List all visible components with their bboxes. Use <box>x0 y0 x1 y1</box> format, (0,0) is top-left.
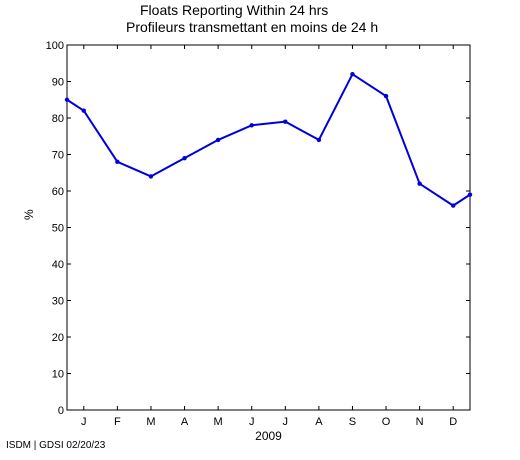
data-point <box>148 174 154 179</box>
chart-title: Floats Reporting Within 24 hrs <box>140 2 329 18</box>
y-tick-label: 100 <box>46 40 64 52</box>
footer-credit: ISDM | GDSI 02/20/23 <box>6 440 106 451</box>
data-point <box>417 181 422 186</box>
y-tick-label: 40 <box>52 259 64 271</box>
x-tick-label: J <box>81 416 87 428</box>
x-tick-label: S <box>349 416 356 428</box>
data-point <box>182 155 187 161</box>
y-tick-label: 50 <box>52 223 64 235</box>
x-tick-label: J <box>283 416 289 428</box>
data-point <box>451 203 456 208</box>
data-point <box>467 192 473 197</box>
x-tick-label: J <box>249 416 255 428</box>
data-point <box>81 108 86 113</box>
x-tick-label: A <box>315 416 323 428</box>
y-axis-label: % <box>22 209 36 220</box>
y-tick-label: 80 <box>52 113 64 125</box>
data-point <box>350 72 355 77</box>
x-tick-label: A <box>181 416 189 428</box>
data-point <box>115 159 120 164</box>
data-point <box>215 137 221 143</box>
x-tick-label: F <box>114 416 121 428</box>
y-tick-label: 30 <box>52 296 64 308</box>
y-tick-label: 0 <box>58 405 64 417</box>
y-tick-label: 70 <box>52 150 64 162</box>
y-tick-label: 10 <box>52 369 64 381</box>
axes <box>66 44 471 411</box>
series-line <box>66 73 471 207</box>
series <box>64 72 473 208</box>
x-tick-label: N <box>416 416 424 428</box>
x-tick-label: D <box>449 416 457 428</box>
data-point <box>283 119 288 124</box>
data-point <box>383 93 389 99</box>
y-tick-label: 20 <box>52 332 64 344</box>
y-tick-label: 90 <box>52 77 64 89</box>
y-tick-label: 60 <box>52 186 64 198</box>
plot-frame <box>66 44 471 411</box>
y-axis-ticks: 0 10 20 30 40 50 60 70 80 90 100 <box>46 40 470 417</box>
data-point <box>316 137 322 143</box>
x-tick-label: O <box>382 416 391 428</box>
x-axis-label: 2009 <box>255 429 282 443</box>
x-tick-label: M <box>214 416 223 428</box>
chart-subtitle: Profileurs transmettant en moins de 24 h <box>126 19 379 35</box>
data-point <box>249 123 254 128</box>
data-point <box>64 97 70 102</box>
x-tick-label: M <box>146 416 155 428</box>
